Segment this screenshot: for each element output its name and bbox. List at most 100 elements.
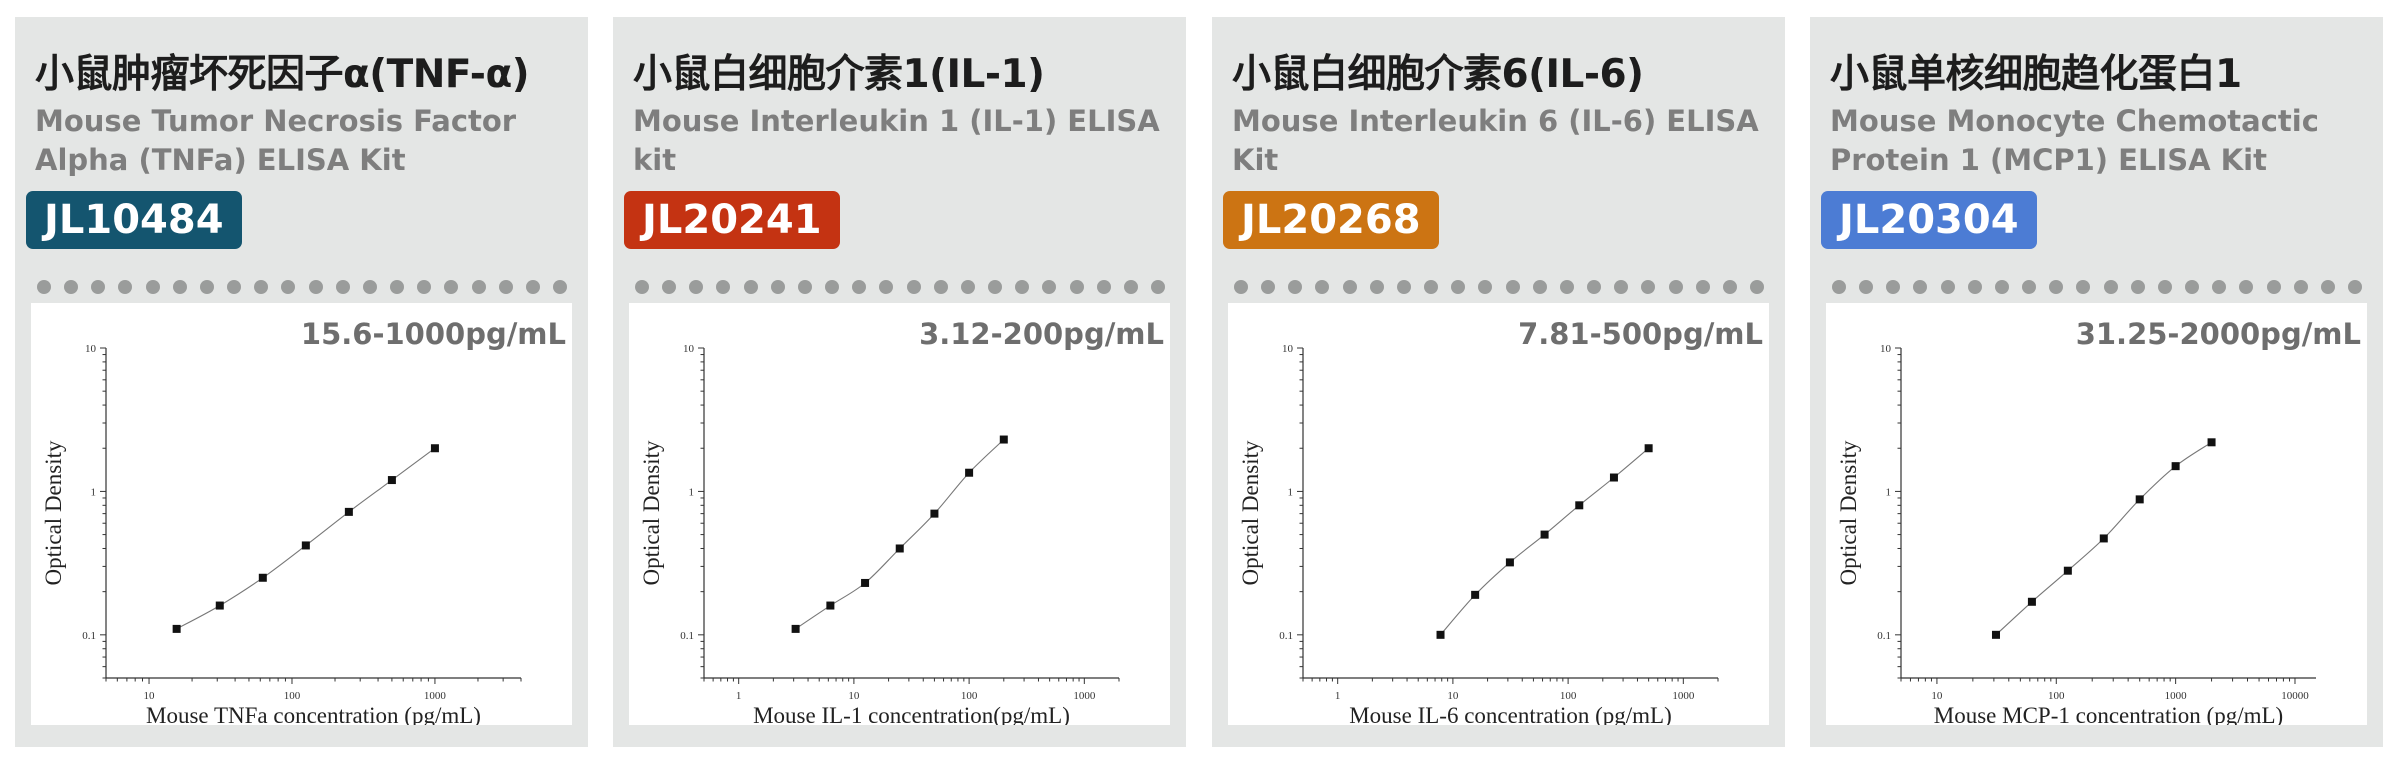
data-point bbox=[430, 444, 439, 453]
divider-dot bbox=[2130, 280, 2145, 294]
dot-divider bbox=[1234, 279, 1764, 295]
data-point bbox=[1471, 590, 1480, 599]
divider-dot bbox=[1832, 280, 1846, 294]
y-tick-label: 10 bbox=[85, 343, 97, 355]
data-point bbox=[999, 435, 1008, 444]
data-point bbox=[791, 624, 800, 633]
y-tick-label: 1 bbox=[1886, 486, 1892, 498]
divider-dot bbox=[2185, 280, 2200, 294]
y-tick-label: 1 bbox=[1288, 486, 1294, 498]
divider-dot bbox=[2293, 280, 2308, 294]
divider-dot bbox=[64, 280, 79, 294]
x-tick-label: 10 bbox=[1447, 690, 1459, 702]
product-subtitle: Mouse Tumor Necrosis Factor Alpha (TNFa)… bbox=[35, 104, 517, 177]
x-axis-label: Mouse IL-1 concentration(pg/mL) bbox=[753, 703, 1070, 725]
divider-dot bbox=[1261, 280, 1276, 294]
divider-dot bbox=[2212, 280, 2227, 294]
x-tick-label: 1000 bbox=[1672, 690, 1695, 702]
dot-divider bbox=[37, 279, 567, 295]
data-point bbox=[1575, 501, 1584, 510]
y-tick-label: 10 bbox=[683, 343, 695, 355]
data-point bbox=[861, 578, 870, 587]
data-point bbox=[172, 624, 181, 633]
x-tick-label: 100 bbox=[284, 690, 301, 702]
y-tick-label: 10 bbox=[1880, 343, 1892, 355]
dot-divider bbox=[635, 279, 1165, 295]
divider-dot bbox=[1886, 280, 1901, 294]
divider-dot bbox=[1150, 280, 1165, 294]
divider-dot bbox=[417, 280, 432, 294]
divider-dot bbox=[199, 280, 214, 294]
y-axis-label: Optical Density bbox=[41, 440, 66, 585]
y-axis-label: Optical Density bbox=[639, 440, 664, 585]
data-point bbox=[2135, 495, 2144, 504]
divider-dot bbox=[390, 280, 405, 294]
product-subtitle: Mouse Interleukin 6 (IL-6) ELISA Kit bbox=[1232, 104, 1759, 177]
product-subtitle: Mouse Interleukin 1 (IL-1) ELISA kit bbox=[633, 104, 1160, 177]
divider-dot bbox=[1315, 280, 1330, 294]
product-title: 小鼠单核细胞趋化蛋白1 bbox=[1830, 52, 2242, 97]
fitted-curve bbox=[176, 447, 436, 630]
data-point bbox=[1991, 630, 2000, 639]
divider-dot bbox=[825, 280, 840, 294]
data-point bbox=[1540, 530, 1549, 539]
product-subtitle: Mouse Monocyte Chemotactic Protein 1 (MC… bbox=[1830, 104, 2319, 177]
x-tick-label: 10 bbox=[1931, 690, 1943, 702]
divider-dot bbox=[635, 280, 649, 294]
divider-dot bbox=[879, 280, 894, 294]
data-point bbox=[1436, 630, 1445, 639]
divider-dot bbox=[2076, 280, 2091, 294]
standard-curve-panel: 31.25-2000pg/mL 10 100 1000 10000 0.1 1 10 Mous… bbox=[1826, 303, 2367, 725]
x-tick-label: 100 bbox=[2048, 690, 2065, 702]
data-point bbox=[895, 544, 904, 553]
divider-dot bbox=[2320, 280, 2335, 294]
divider-dot bbox=[906, 280, 921, 294]
divider-dot bbox=[960, 280, 975, 294]
data-point bbox=[2207, 438, 2216, 447]
data-point bbox=[344, 507, 353, 516]
divider-dot bbox=[1532, 280, 1547, 294]
divider-dot bbox=[1123, 280, 1138, 294]
product-code-badge: JL10484 bbox=[26, 191, 242, 249]
divider-dot bbox=[308, 280, 323, 294]
divider-dot bbox=[1614, 280, 1629, 294]
divider-dot bbox=[1478, 280, 1493, 294]
divider-dot bbox=[716, 280, 731, 294]
divider-dot bbox=[1424, 280, 1439, 294]
divider-dot bbox=[227, 280, 242, 294]
divider-dot bbox=[1695, 280, 1710, 294]
divider-dot bbox=[172, 280, 187, 294]
divider-dot bbox=[145, 280, 160, 294]
divider-dot bbox=[689, 280, 704, 294]
product-card-il-1: 小鼠白细胞介素1(IL-1) Mouse Interleukin 1 (IL-1… bbox=[613, 17, 1186, 747]
divider-dot bbox=[1505, 280, 1520, 294]
x-axis-label: Mouse MCP-1 concentration (pg/mL) bbox=[1934, 703, 2283, 725]
data-point bbox=[1505, 558, 1514, 567]
y-tick-label: 0.1 bbox=[680, 630, 694, 642]
x-tick-label: 1 bbox=[736, 690, 742, 702]
divider-dot bbox=[1234, 280, 1248, 294]
x-axis-label: Mouse TNFa concentration (pg/mL) bbox=[146, 703, 481, 725]
product-code-badge: JL20304 bbox=[1821, 191, 2037, 249]
product-card-tnf-alpha: 小鼠肿瘤坏死因子α(TNF-α) Mouse Tumor Necrosis Fa… bbox=[15, 17, 588, 747]
divider-dot bbox=[1396, 280, 1411, 294]
product-card-mcp1: 小鼠单核细胞趋化蛋白1 Mouse Monocyte Chemotactic P… bbox=[1810, 17, 2383, 747]
divider-dot bbox=[662, 280, 677, 294]
x-tick-label: 1 bbox=[1335, 690, 1341, 702]
y-tick-label: 10 bbox=[1282, 343, 1294, 355]
data-point bbox=[965, 468, 974, 477]
x-tick-label: 1000 bbox=[424, 690, 447, 702]
data-point bbox=[1644, 444, 1653, 453]
divider-dot bbox=[1096, 280, 1111, 294]
divider-dot bbox=[1369, 280, 1384, 294]
divider-dot bbox=[1641, 280, 1656, 294]
divider-dot bbox=[471, 280, 486, 294]
y-tick-label: 1 bbox=[91, 486, 97, 498]
detection-range: 7.81-500pg/mL bbox=[1518, 317, 1763, 351]
x-tick-label: 1000 bbox=[1073, 690, 1096, 702]
divider-dot bbox=[933, 280, 948, 294]
